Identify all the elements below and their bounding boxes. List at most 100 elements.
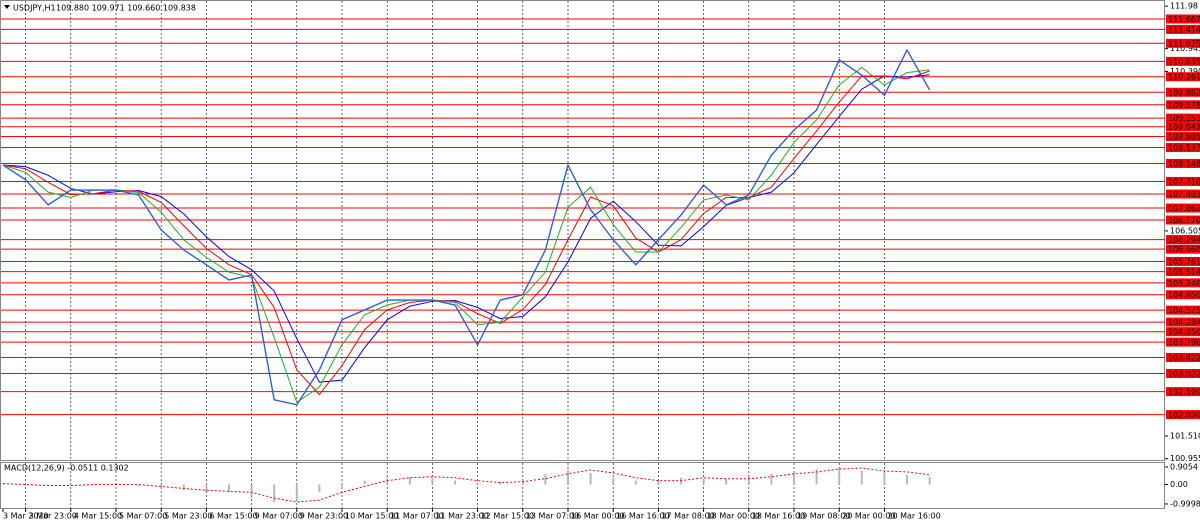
- macd-bar: [92, 484, 95, 486]
- level-label: 108.148: [1168, 159, 1200, 168]
- x-tick-label: 3 Mar 2020: [3, 512, 49, 521]
- level-label-box: [1166, 72, 1200, 82]
- level-label: 103.422: [1168, 353, 1200, 362]
- macd-bar: [295, 484, 298, 501]
- macd-y-tick-label: -0.9998: [1170, 499, 1200, 508]
- level-label-box: [1166, 113, 1200, 123]
- level-label-box: [1166, 368, 1200, 378]
- level-label-box: [1166, 24, 1200, 34]
- level-label: 111.667: [1168, 15, 1200, 24]
- macd-bar: [476, 482, 479, 485]
- macd-bar: [589, 472, 592, 485]
- y-tick-label: 110.390: [1170, 67, 1200, 76]
- x-tick-label: 11 Mar 07:00: [390, 512, 443, 521]
- y-tick-label: 111.98: [1170, 2, 1198, 11]
- level-label-box: [1166, 189, 1200, 199]
- level-label: 109.578: [1168, 101, 1200, 110]
- x-tick-label: 10 Mar 15:00: [345, 512, 398, 521]
- level-label: 108.537: [1168, 143, 1200, 152]
- level-label-box: [1166, 317, 1200, 327]
- level-label: 103.032: [1168, 369, 1200, 378]
- macd-bar: [657, 480, 660, 485]
- macd-bar: [815, 469, 818, 485]
- level-label: 104.575: [1168, 306, 1200, 315]
- level-label-box: [1166, 203, 1200, 213]
- level-label-box: [1166, 215, 1200, 225]
- ohlc-label: 109.880 109.971 109.660 109.838: [56, 4, 196, 13]
- level-label: 110.635: [1168, 57, 1200, 66]
- macd-bar: [318, 484, 321, 493]
- level-label: 107.062: [1168, 204, 1200, 213]
- level-label-box: [1166, 235, 1200, 245]
- x-tick-label: 16 Mar 00:00: [571, 512, 624, 521]
- x-tick-label: 9 Mar 07:00: [255, 512, 303, 521]
- x-tick-label: 5 Mar 23:00: [164, 512, 212, 521]
- macd-panel: [0, 462, 1165, 509]
- level-label: 107.710: [1168, 177, 1200, 186]
- macd-bar: [567, 469, 569, 485]
- level-label-box: [1166, 142, 1200, 152]
- x-tick-label: 4 Mar 15:00: [74, 512, 122, 521]
- level-label: 111.414: [1168, 25, 1200, 34]
- level-label: 109.043: [1168, 123, 1200, 132]
- macd-bar: [454, 480, 456, 485]
- macd-bar: [273, 484, 276, 503]
- macd-bar: [137, 484, 140, 487]
- level-label-box: [1166, 305, 1200, 315]
- x-tick-label: 6 Mar 15:00: [209, 512, 257, 521]
- level-label: 106.294: [1168, 236, 1200, 245]
- macd-bar: [363, 480, 366, 485]
- level-label: 106.770: [1168, 216, 1200, 225]
- level-label: 102.030: [1168, 411, 1200, 420]
- level-label: 104.050: [1168, 328, 1200, 337]
- y-tick-label: 100.955: [1170, 454, 1200, 463]
- y-tick-label: 106.505: [1170, 226, 1200, 235]
- macd-bar: [860, 470, 863, 485]
- macd-bar: [205, 484, 208, 492]
- x-tick-label: 20 Mar 16:00: [887, 512, 940, 521]
- level-label-box: [1166, 256, 1200, 266]
- macd-bar: [928, 476, 931, 485]
- macd-bar: [883, 471, 886, 485]
- x-tick-label: 18 Mar 16:00: [752, 512, 805, 521]
- macd-bar: [702, 478, 705, 485]
- macd-bar: [228, 484, 230, 493]
- macd-bar: [2, 484, 4, 486]
- x-tick-label: 17 Mar 08:00: [661, 512, 714, 521]
- series-line: [2, 66, 930, 404]
- series-line: [2, 48, 931, 406]
- macd-bar: [793, 471, 795, 485]
- macd-bar: [24, 484, 27, 486]
- menu-arrow[interactable]: [4, 5, 10, 9]
- level-label-box: [1166, 176, 1200, 186]
- level-label-box: [1166, 337, 1200, 347]
- level-label-box: [1166, 327, 1200, 337]
- macd-bar: [250, 484, 253, 499]
- level-label: 105.514: [1168, 268, 1200, 277]
- macd-bar: [69, 484, 72, 486]
- level-label: 105.240: [1168, 279, 1200, 288]
- x-tick-label: 13 Mar 07:00: [526, 512, 579, 521]
- level-label: 104.950: [1168, 291, 1200, 300]
- macd-bar: [341, 484, 343, 487]
- level-label-box: [1166, 38, 1200, 48]
- macd-bar: [725, 478, 728, 485]
- x-tick-label: 5 Mar 07:00: [119, 512, 167, 521]
- x-tick-label: 9 Mar 23:00: [300, 512, 348, 521]
- level-label: 104.284: [1168, 318, 1200, 327]
- level-label-box: [1166, 14, 1200, 24]
- x-tick-label: 16 Mar 16:00: [616, 512, 669, 521]
- level-label-box: [1166, 100, 1200, 110]
- level-label: 105.761: [1168, 257, 1200, 266]
- macd-bar: [747, 476, 750, 485]
- level-label-box: [1166, 122, 1200, 132]
- macd-y-tick-label: 0.9054: [1170, 462, 1198, 471]
- x-tick-label: 3 Mar 23:00: [29, 512, 77, 521]
- x-tick-label: 11 Mar 23:00: [435, 512, 488, 521]
- level-label: 110.261: [1168, 73, 1200, 82]
- y-tick-label: 101.510: [1170, 431, 1200, 440]
- series-line: [2, 70, 930, 396]
- x-tick-label: 19 Mar 08:00: [797, 512, 850, 521]
